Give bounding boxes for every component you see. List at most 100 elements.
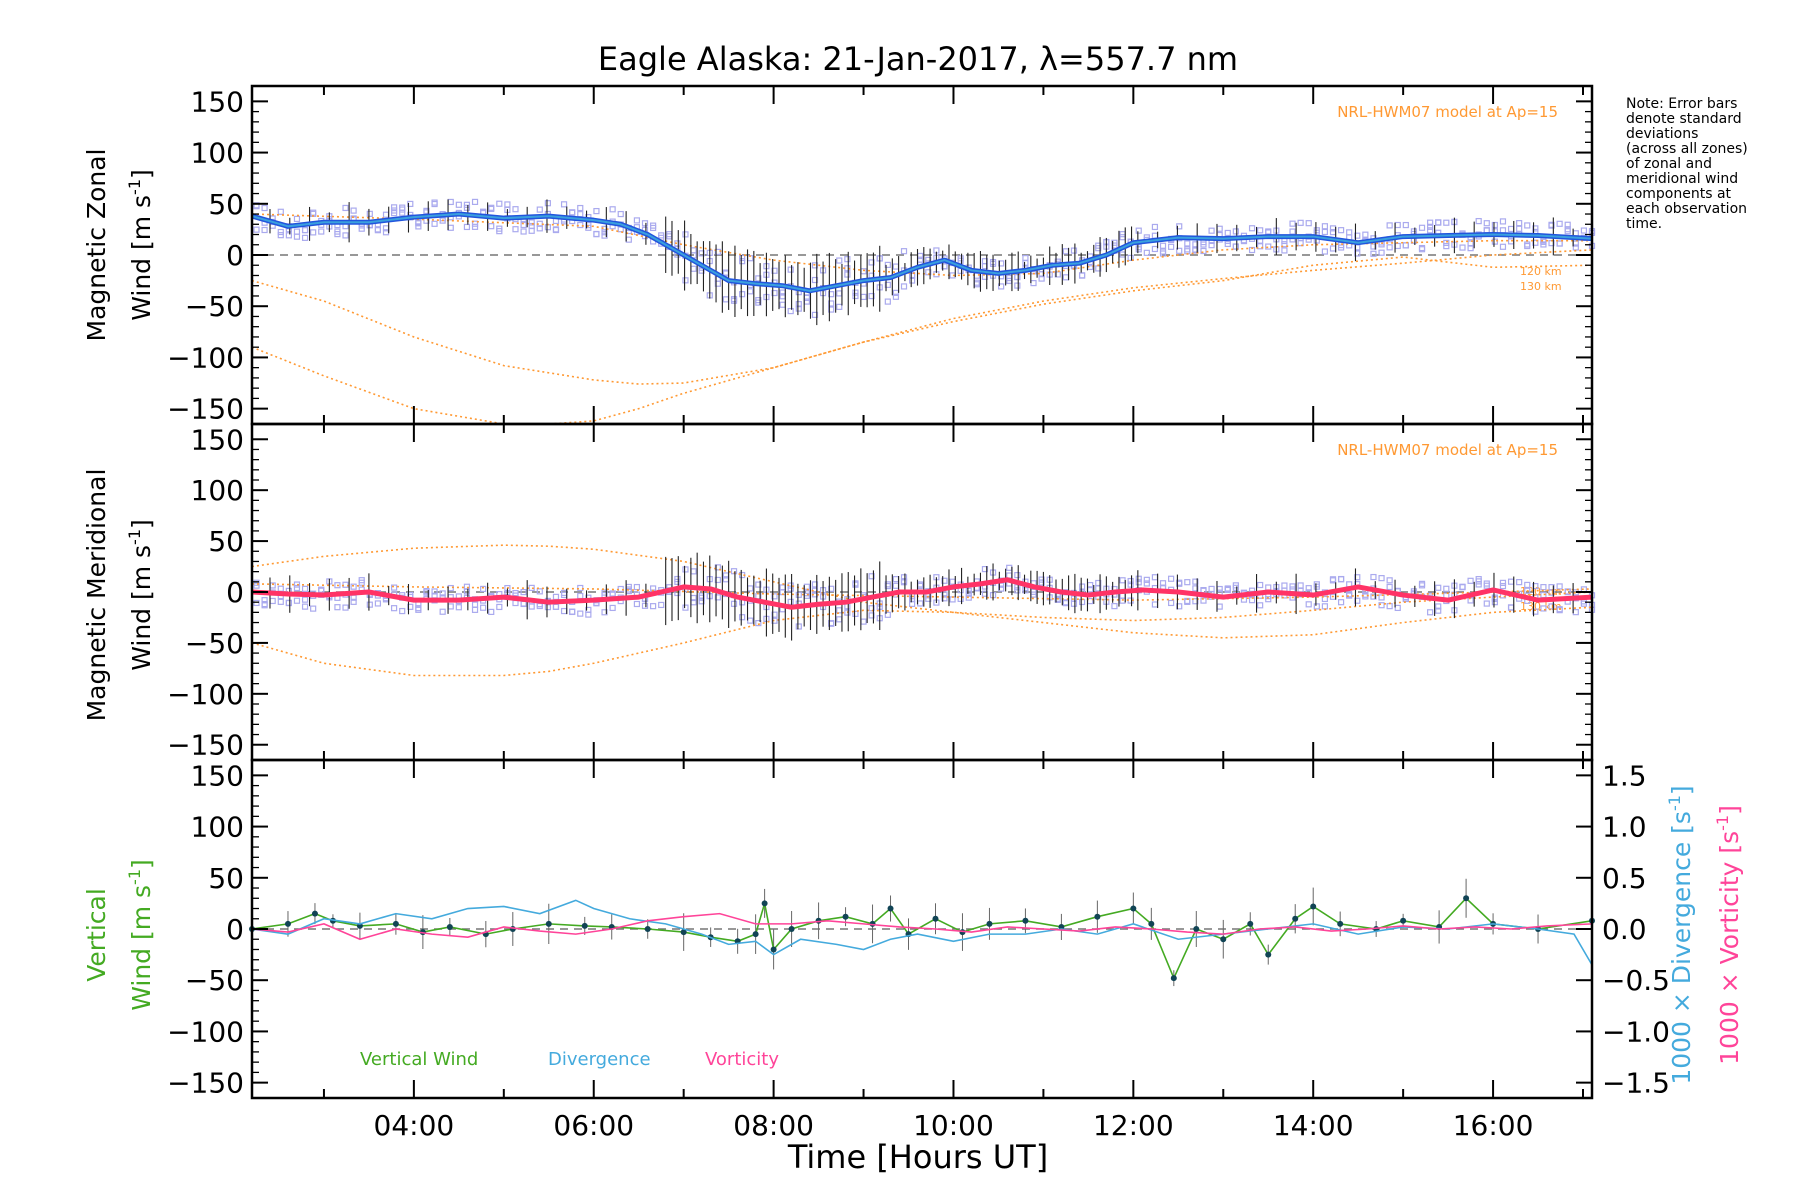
sample-marker [480, 604, 487, 611]
sample-marker [917, 600, 924, 607]
note-line: of zonal and [1626, 156, 1712, 172]
sample-marker [512, 226, 519, 233]
sample-marker [261, 600, 268, 608]
sample-marker [1370, 250, 1377, 257]
sample-marker [941, 263, 948, 270]
y-tick-label: 100 [191, 137, 244, 170]
sample-marker [1265, 243, 1272, 250]
note-line: components at [1626, 186, 1732, 202]
sample-marker [755, 275, 762, 282]
sample-marker [1435, 607, 1442, 614]
sample-marker [868, 573, 875, 580]
panel-plot: −1.5 −1.0 −0.5 0.0 0.5 1.0 1.5 −150 −100 −50 0 50 10… [167, 758, 1670, 1100]
x-tick-label: 04:00 [374, 1109, 455, 1142]
vertical-wind-point [1292, 915, 1299, 922]
sample-marker [1321, 603, 1328, 610]
sample-marker [496, 200, 503, 207]
sample-marker [1427, 219, 1434, 226]
y-tick-label: 0 [226, 239, 244, 272]
sample-marker [747, 617, 754, 624]
sample-marker [1014, 571, 1021, 579]
zonal-alt-label-130: 130 km [1520, 280, 1562, 293]
sample-marker [1467, 245, 1474, 252]
sample-marker [1337, 576, 1345, 583]
legend-vorticity: Vorticity [705, 1049, 779, 1070]
sample-marker [1265, 584, 1272, 591]
sample-marker [431, 199, 438, 206]
sample-marker [488, 205, 495, 213]
sample-marker [1378, 575, 1385, 582]
sample-marker [739, 258, 746, 265]
vertical-wind-point [1130, 905, 1137, 912]
sample-marker [836, 616, 843, 623]
sample-marker [342, 232, 349, 239]
sample-marker [739, 614, 746, 621]
sample-marker [277, 598, 284, 605]
sample-marker [1329, 245, 1337, 252]
sample-marker [1427, 227, 1434, 234]
sample-marker [917, 581, 924, 588]
sample-marker [1281, 237, 1288, 245]
sample-marker [965, 594, 972, 601]
sample-marker [771, 617, 778, 624]
sample-marker [844, 609, 851, 616]
vertical-wind-point [680, 929, 687, 936]
sample-marker [998, 260, 1005, 267]
y-tick-label: −50 [185, 290, 244, 323]
sample-marker [1321, 595, 1328, 603]
sample-marker [714, 248, 721, 256]
sample-marker [1580, 227, 1588, 234]
sample-marker [544, 604, 551, 611]
sample-marker [480, 585, 487, 593]
sample-marker [1427, 223, 1434, 230]
sample-marker [431, 220, 438, 227]
sample-marker [1337, 227, 1345, 234]
sample-marker [310, 605, 317, 612]
vertical-wind-point [644, 926, 651, 932]
sample-marker [415, 606, 422, 613]
sample-marker [641, 220, 649, 227]
sample-marker [900, 248, 908, 255]
sample-marker [390, 605, 398, 612]
vertical-wind-point [1193, 926, 1200, 932]
legend-divergence: Divergence [548, 1049, 651, 1070]
sample-marker [1499, 579, 1507, 586]
sample-marker [674, 240, 681, 247]
sample-marker [1224, 229, 1231, 237]
sample-marker [682, 277, 689, 284]
sample-marker [650, 603, 657, 610]
sample-marker [650, 224, 657, 232]
sample-marker [779, 301, 786, 308]
sample-marker [771, 267, 778, 274]
sample-marker [1078, 598, 1086, 606]
sample-marker [1176, 247, 1183, 254]
sample-marker [884, 261, 891, 269]
sample-marker [844, 271, 851, 278]
sample-marker [1321, 223, 1328, 230]
sample-marker [1192, 598, 1199, 605]
sample-marker [366, 210, 373, 217]
sample-marker [836, 290, 843, 297]
chart-title: Eagle Alaska: 21-Jan-2017, λ=557.7 nm [598, 40, 1238, 78]
sample-marker [463, 201, 471, 208]
vertical-wind-point [752, 931, 759, 938]
sample-marker [852, 610, 859, 617]
sample-marker [301, 596, 309, 603]
x-tick-label: 12:00 [1093, 1109, 1174, 1142]
sample-marker [301, 603, 309, 610]
sample-marker [852, 581, 859, 588]
sample-marker [560, 607, 568, 615]
sample-marker [253, 599, 260, 607]
sample-marker [1135, 227, 1142, 234]
sample-marker [1321, 248, 1328, 255]
sample-marker [1135, 246, 1142, 253]
sample-marker [1386, 603, 1393, 610]
vertical-wind-point [284, 920, 291, 927]
sample-marker [1386, 222, 1393, 229]
sample-marker [658, 601, 665, 609]
vert-ylabel-line1: Vertical [82, 888, 111, 982]
sample-marker [536, 588, 543, 595]
sample-marker [811, 276, 819, 284]
sample-marker [1524, 587, 1531, 594]
sample-marker [253, 582, 260, 589]
